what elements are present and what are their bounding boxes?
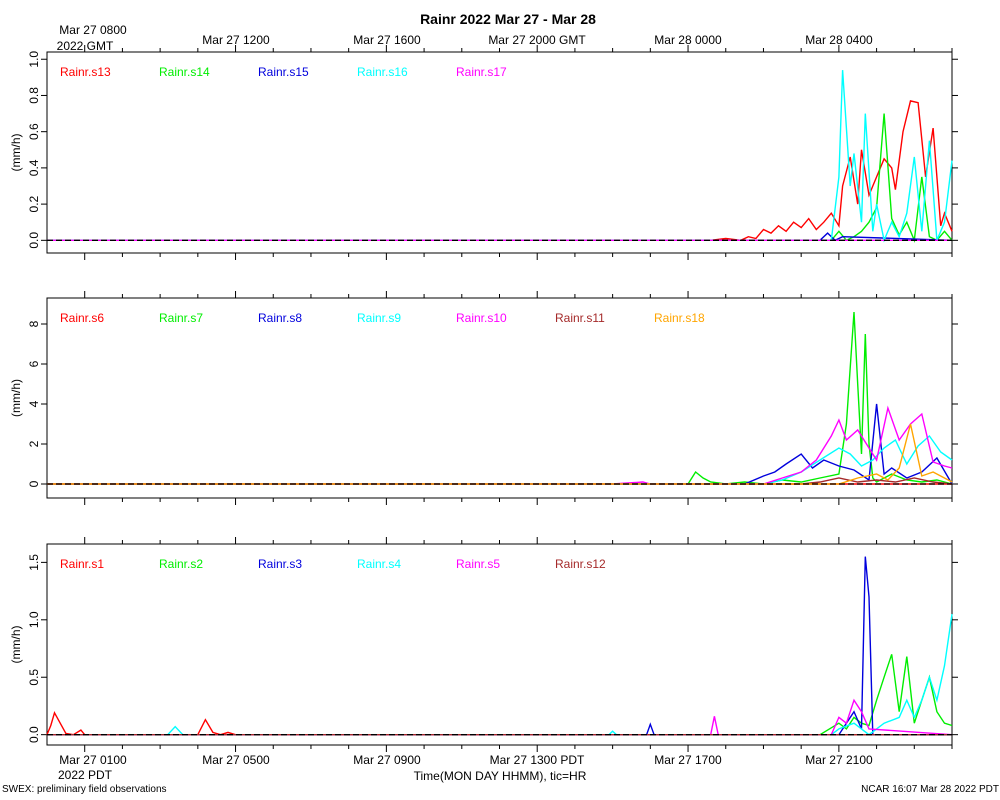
legend-entry: Rainr.s5 — [456, 557, 500, 571]
top-axis-label: Mar 27 1600 — [353, 33, 421, 47]
legend-entry: Rainr.s8 — [258, 311, 302, 325]
plot-frame — [46, 51, 953, 254]
bottom-axis-label: Mar 27 0900 — [353, 753, 421, 767]
bottom-axis-label: Mar 27 2100 — [805, 753, 873, 767]
legend-entry: Rainr.s3 — [258, 557, 302, 571]
legend-entry: Rainr.s15 — [258, 65, 309, 79]
series-line-Rainr.s14 — [47, 113, 953, 244]
plot-frame — [46, 543, 953, 746]
y-axis-label: (mm/h) — [9, 379, 23, 417]
plot-frame — [46, 297, 953, 499]
series-line-Rainr.s9 — [47, 434, 953, 485]
legend-entry: Rainr.s7 — [159, 311, 203, 325]
legend-entry: Rainr.s17 — [456, 65, 507, 79]
legend-entry: Rainr.s11 — [555, 311, 605, 325]
y-tick-label: 0.2 — [27, 195, 41, 212]
series-line-Rainr.s7 — [47, 311, 953, 485]
y-tick-label: 8 — [27, 320, 41, 327]
y-tick-label: 2 — [27, 440, 41, 447]
top-axis-label: Mar 27 2000 GMT — [488, 33, 586, 47]
top-axis-label: Mar 27 1200 — [202, 33, 270, 47]
legend-entry: Rainr.s16 — [357, 65, 408, 79]
footer-right: NCAR 16:07 Mar 28 2022 PDT — [861, 784, 999, 795]
legend-entry: Rainr.s4 — [357, 557, 401, 571]
top-axis-label: Mar 28 0000 — [654, 33, 722, 47]
y-tick-label: 0 — [27, 480, 41, 487]
series-line-Rainr.s10 — [47, 405, 953, 485]
bottom-axis-label: Mar 27 1700 — [654, 753, 722, 767]
series-line-Rainr.s5 — [47, 698, 953, 736]
y-tick-label: 1.0 — [27, 51, 41, 68]
bottom-axis-year: 2022 PDT — [58, 768, 113, 782]
legend-entry: Rainr.s13 — [60, 65, 111, 79]
top-axis-label: Mar 28 0400 — [805, 33, 873, 47]
legend-entry: Rainr.s6 — [60, 311, 104, 325]
y-tick-label: 0.5 — [27, 669, 41, 686]
series-line-Rainr.s4 — [47, 613, 953, 736]
y-tick-label: 4 — [27, 400, 41, 407]
series-line-Rainr.s18 — [47, 423, 953, 485]
series-line-Rainr.s3 — [47, 556, 952, 736]
legend-entry: Rainr.s9 — [357, 311, 401, 325]
panel-bottom: 0.0 0.5 1.0 1.5 (mm/h) Rainr.s1 Rainr.s2 Rainr.… — [9, 537, 958, 752]
series-line-Rainr.s8 — [47, 403, 953, 485]
legend-entry: Rainr.s2 — [159, 557, 203, 571]
y-tick-label: 0.8 — [27, 87, 41, 104]
footer-left: SWEX: preliminary field observations — [2, 784, 167, 795]
legend-entry: Rainr.s10 — [456, 311, 507, 325]
series-line-Rainr.s11 — [47, 477, 953, 485]
bottom-axis-label: Mar 27 0100 — [59, 753, 127, 767]
y-tick-label: 0.0 — [27, 232, 41, 249]
chart-title: Rainr 2022 Mar 27 - Mar 28 — [420, 11, 596, 27]
top-axis-label: Mar 27 0800 — [59, 23, 127, 37]
y-axis-label: (mm/h) — [9, 134, 23, 172]
y-tick-label: 6 — [27, 360, 41, 367]
panel-top: 0.0 0.2 0.4 0.6 0.8 1.0 (mm/h) Rainr.s13 Rainr.s… — [9, 45, 958, 260]
panel-middle: 0 2 4 6 8 (mm/h) Rainr.s6 Rainr.s7 Rainr.s8 Rainr… — [9, 291, 958, 505]
y-tick-label: 1.0 — [27, 611, 41, 628]
legend-entry: Rainr.s18 — [654, 311, 705, 325]
series-line-Rainr.s1 — [46, 710, 952, 736]
legend-entry: Rainr.s12 — [555, 557, 606, 571]
top-axis-year: 2022 GMT — [57, 39, 114, 53]
series-line-Rainr.s16 — [47, 70, 953, 243]
series-line-Rainr.s2 — [47, 654, 953, 736]
y-tick-label: 0.0 — [27, 726, 41, 743]
y-tick-label: 1.5 — [27, 554, 41, 571]
legend-entry: Rainr.s14 — [159, 65, 210, 79]
legend-entry: Rainr.s1 — [60, 557, 104, 571]
bottom-axis-label: Mar 27 1300 PDT — [490, 753, 585, 767]
series-line-Rainr.s15 — [47, 232, 953, 242]
x-axis-title: Time(MON DAY HHMM), tic=HR — [414, 769, 587, 783]
y-tick-label: 0.4 — [27, 159, 41, 176]
series-line-Rainr.s13 — [47, 100, 953, 242]
y-axis-label: (mm/h) — [9, 626, 23, 664]
bottom-axis-label: Mar 27 0500 — [202, 753, 270, 767]
y-tick-label: 0.6 — [27, 123, 41, 140]
